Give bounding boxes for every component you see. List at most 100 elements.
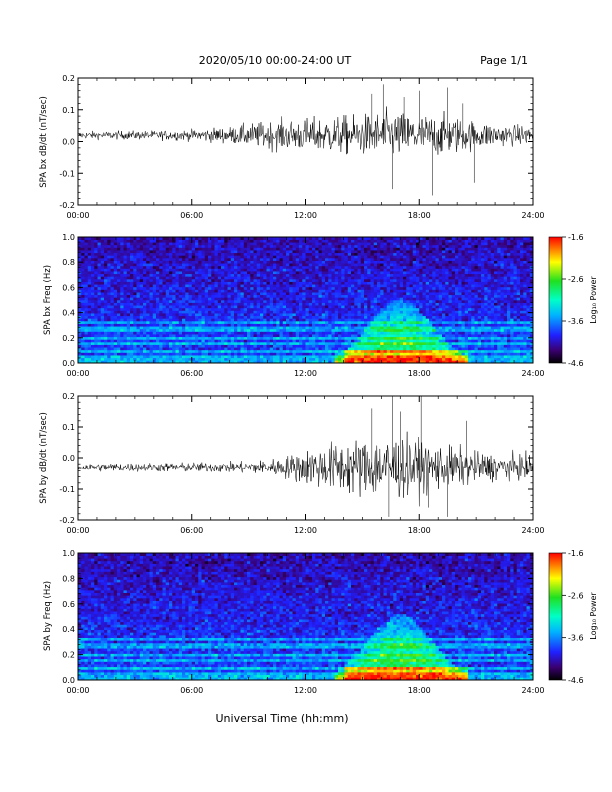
spectrogram-cell — [448, 326, 453, 330]
spectrogram-cell — [380, 310, 384, 314]
spectrogram-cell — [451, 286, 456, 290]
spectrogram-cell — [143, 297, 147, 301]
spectrogram-cell — [81, 313, 85, 317]
spectrogram-cell — [289, 357, 293, 361]
spectrogram-cell — [295, 305, 300, 309]
spectrogram-cell — [175, 313, 180, 317]
spectrogram-cell — [507, 342, 511, 345]
spectrogram-cell — [510, 349, 514, 353]
spectrogram-cell — [123, 297, 128, 301]
spectrogram-cell — [250, 360, 254, 364]
spectrogram-cell — [130, 292, 134, 296]
spectrogram-cell — [175, 321, 180, 324]
spectrogram-cell — [237, 344, 241, 348]
spectrogram-cell — [425, 310, 430, 314]
spectrogram-cell — [347, 318, 352, 322]
spectrogram-cell — [279, 336, 284, 340]
spectrogram-cell — [471, 360, 475, 364]
spectrogram-cell — [325, 279, 329, 282]
spectrogram-cell — [438, 331, 443, 335]
spectrogram-cell — [123, 292, 128, 296]
spectrogram-cell — [97, 279, 102, 282]
spectrogram-cell — [500, 307, 505, 311]
spectrogram-cell — [494, 349, 498, 353]
spectrogram-cell — [237, 294, 241, 298]
spectrogram-cell — [445, 307, 449, 311]
spectrogram-cell — [435, 273, 440, 277]
spectrogram-cell — [273, 271, 277, 275]
spectrogram-cell — [422, 339, 427, 343]
spectrogram-cell — [188, 347, 193, 351]
spectrogram-cell — [87, 328, 92, 332]
spectrogram-cell — [227, 344, 232, 348]
spectrogram-cell — [97, 286, 102, 290]
spectrogram-cell — [214, 357, 219, 361]
spectrogram-cell — [117, 313, 121, 317]
spectrogram-cell — [139, 336, 144, 340]
spectrogram-cell — [87, 355, 92, 359]
spectrogram-cell — [185, 292, 189, 296]
spectrogram-cell — [477, 286, 482, 290]
spectrogram-cell — [260, 297, 264, 301]
spectrogram-cell — [169, 279, 173, 282]
spectrogram-cell — [321, 273, 326, 277]
spectrogram-cell — [494, 281, 498, 285]
spectrogram-cell — [146, 355, 150, 359]
spectrogram-cell — [474, 300, 479, 303]
spectrogram-cell — [526, 297, 531, 301]
spectrogram-cell — [130, 336, 134, 340]
spectrogram-cell — [81, 289, 85, 293]
spectrogram-cell — [383, 271, 388, 275]
spectrogram-cell — [393, 318, 397, 322]
spectrogram-cell — [149, 286, 154, 290]
spectrogram-cell — [110, 349, 115, 353]
spectrogram-cell — [162, 355, 167, 359]
spectrogram-cell — [442, 281, 446, 285]
spectrogram-cell — [507, 279, 511, 282]
spectrogram-cell — [84, 305, 89, 309]
spectrogram-cell — [364, 355, 368, 359]
spectrogram-cell — [451, 318, 456, 322]
spectrogram-cell — [143, 281, 147, 285]
spectrogram-cell — [526, 323, 531, 327]
spectrogram-cell — [256, 323, 261, 327]
spectrogram-cell — [432, 318, 436, 322]
spectrogram-cell — [373, 297, 378, 301]
spectrogram-cell — [182, 273, 186, 277]
spectrogram-cell — [286, 349, 290, 353]
spectrogram-cell — [458, 313, 462, 317]
spectrogram-cell — [370, 331, 375, 335]
spectrogram-cell — [435, 297, 440, 301]
spectrogram-cell — [448, 271, 453, 275]
spectrogram-cell — [175, 281, 180, 285]
spectrogram-cell — [256, 336, 261, 340]
spectrogram-cell — [276, 286, 280, 290]
spectrogram-cell — [360, 310, 365, 314]
spectrogram-cell — [344, 323, 349, 327]
spectrogram-cell — [169, 357, 173, 361]
spectrogram-cell — [165, 355, 170, 359]
spectrogram-cell — [474, 347, 479, 351]
spectrogram-cell — [334, 281, 339, 285]
spectrogram-cell — [110, 271, 115, 275]
spectrogram-cell — [305, 271, 310, 275]
spectrogram-cell — [276, 302, 280, 306]
spectrogram-cell — [256, 342, 261, 345]
spectrogram-cell — [136, 271, 141, 275]
spectrogram-cell — [123, 331, 128, 335]
spectrogram-cell — [172, 328, 176, 332]
spectrogram-cell — [269, 331, 274, 335]
spectrogram-cell — [97, 302, 102, 306]
spectrogram-cell — [97, 305, 102, 309]
spectrogram-cell — [227, 323, 232, 327]
spectrogram-cell — [139, 360, 144, 364]
spectrogram-cell — [133, 313, 137, 317]
spectrogram-cell — [520, 336, 524, 340]
spectrogram-cell — [198, 273, 202, 277]
spectrogram-cell — [461, 300, 466, 303]
spectrogram-cell — [308, 321, 313, 324]
spectrogram-cell — [412, 305, 417, 309]
spectrogram-cell — [126, 342, 131, 345]
spectrogram-cell — [341, 357, 345, 361]
spectrogram-cell — [149, 300, 154, 303]
